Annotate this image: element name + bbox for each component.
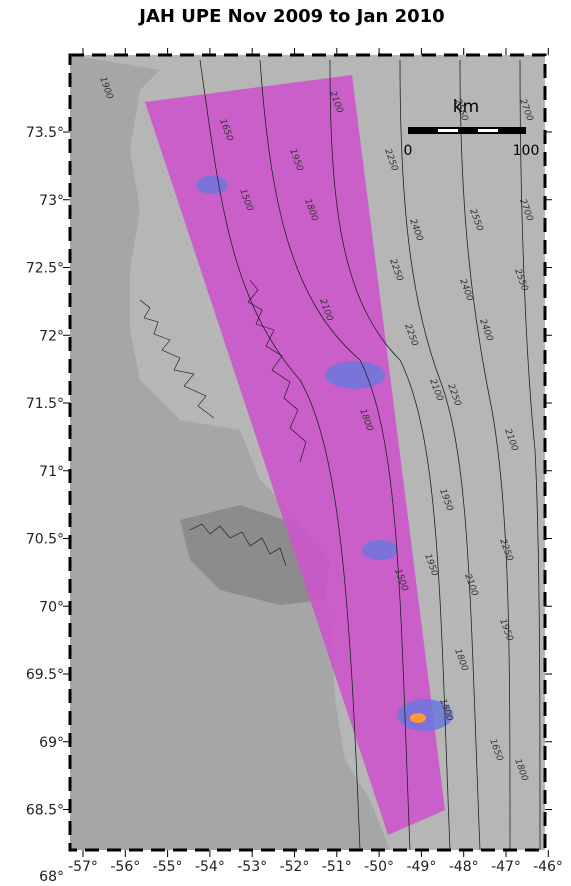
glacier-flow	[196, 176, 228, 194]
glacier-flow	[362, 540, 398, 560]
y-tick-label: 70.5°	[26, 532, 64, 548]
x-tick-label: -47°	[491, 859, 521, 875]
y-tick-label: 68.5°	[26, 803, 64, 819]
glacier-flow	[325, 361, 385, 389]
x-tick-label: -55°	[153, 859, 183, 875]
x-tick-label: -48°	[449, 859, 479, 875]
y-tick-label: 73.5°	[26, 125, 64, 141]
y-tick-label: 71°	[39, 464, 64, 480]
y-tick-label: 72.5°	[26, 261, 64, 277]
x-tick-label: -57°	[68, 859, 98, 875]
scale-start: 0	[404, 143, 413, 159]
map: JAH UPE Nov 2009 to Jan 2010 km 0	[0, 0, 571, 886]
map-title: JAH UPE Nov 2009 to Jan 2010	[137, 6, 444, 27]
glacier-flow	[410, 713, 426, 723]
scale-bar-segment	[478, 129, 498, 132]
x-tick-label: -46°	[533, 859, 563, 875]
y-tick-label: 69°	[39, 735, 64, 751]
x-tick-label: -54°	[195, 859, 225, 875]
x-tick-label: -52°	[280, 859, 310, 875]
scale-bar-segment	[438, 129, 458, 132]
x-tick-label: -51°	[322, 859, 352, 875]
y-tick-label: 71.5°	[26, 396, 64, 412]
x-tick-label: -49°	[406, 859, 436, 875]
y-tick-label: 69.5°	[26, 667, 64, 683]
scale-end: 100	[513, 143, 540, 159]
scale-bar-bar	[408, 127, 526, 134]
y-tick-label: 70°	[39, 599, 64, 615]
x-tick-label: -53°	[237, 859, 267, 875]
x-tick-label: -50°	[364, 859, 394, 875]
y-tick-label: 68°	[39, 869, 64, 885]
map-area	[70, 55, 545, 850]
y-tick-label: 73°	[39, 193, 64, 209]
x-tick-label: -56°	[110, 859, 140, 875]
y-tick-label: 72°	[39, 328, 64, 344]
